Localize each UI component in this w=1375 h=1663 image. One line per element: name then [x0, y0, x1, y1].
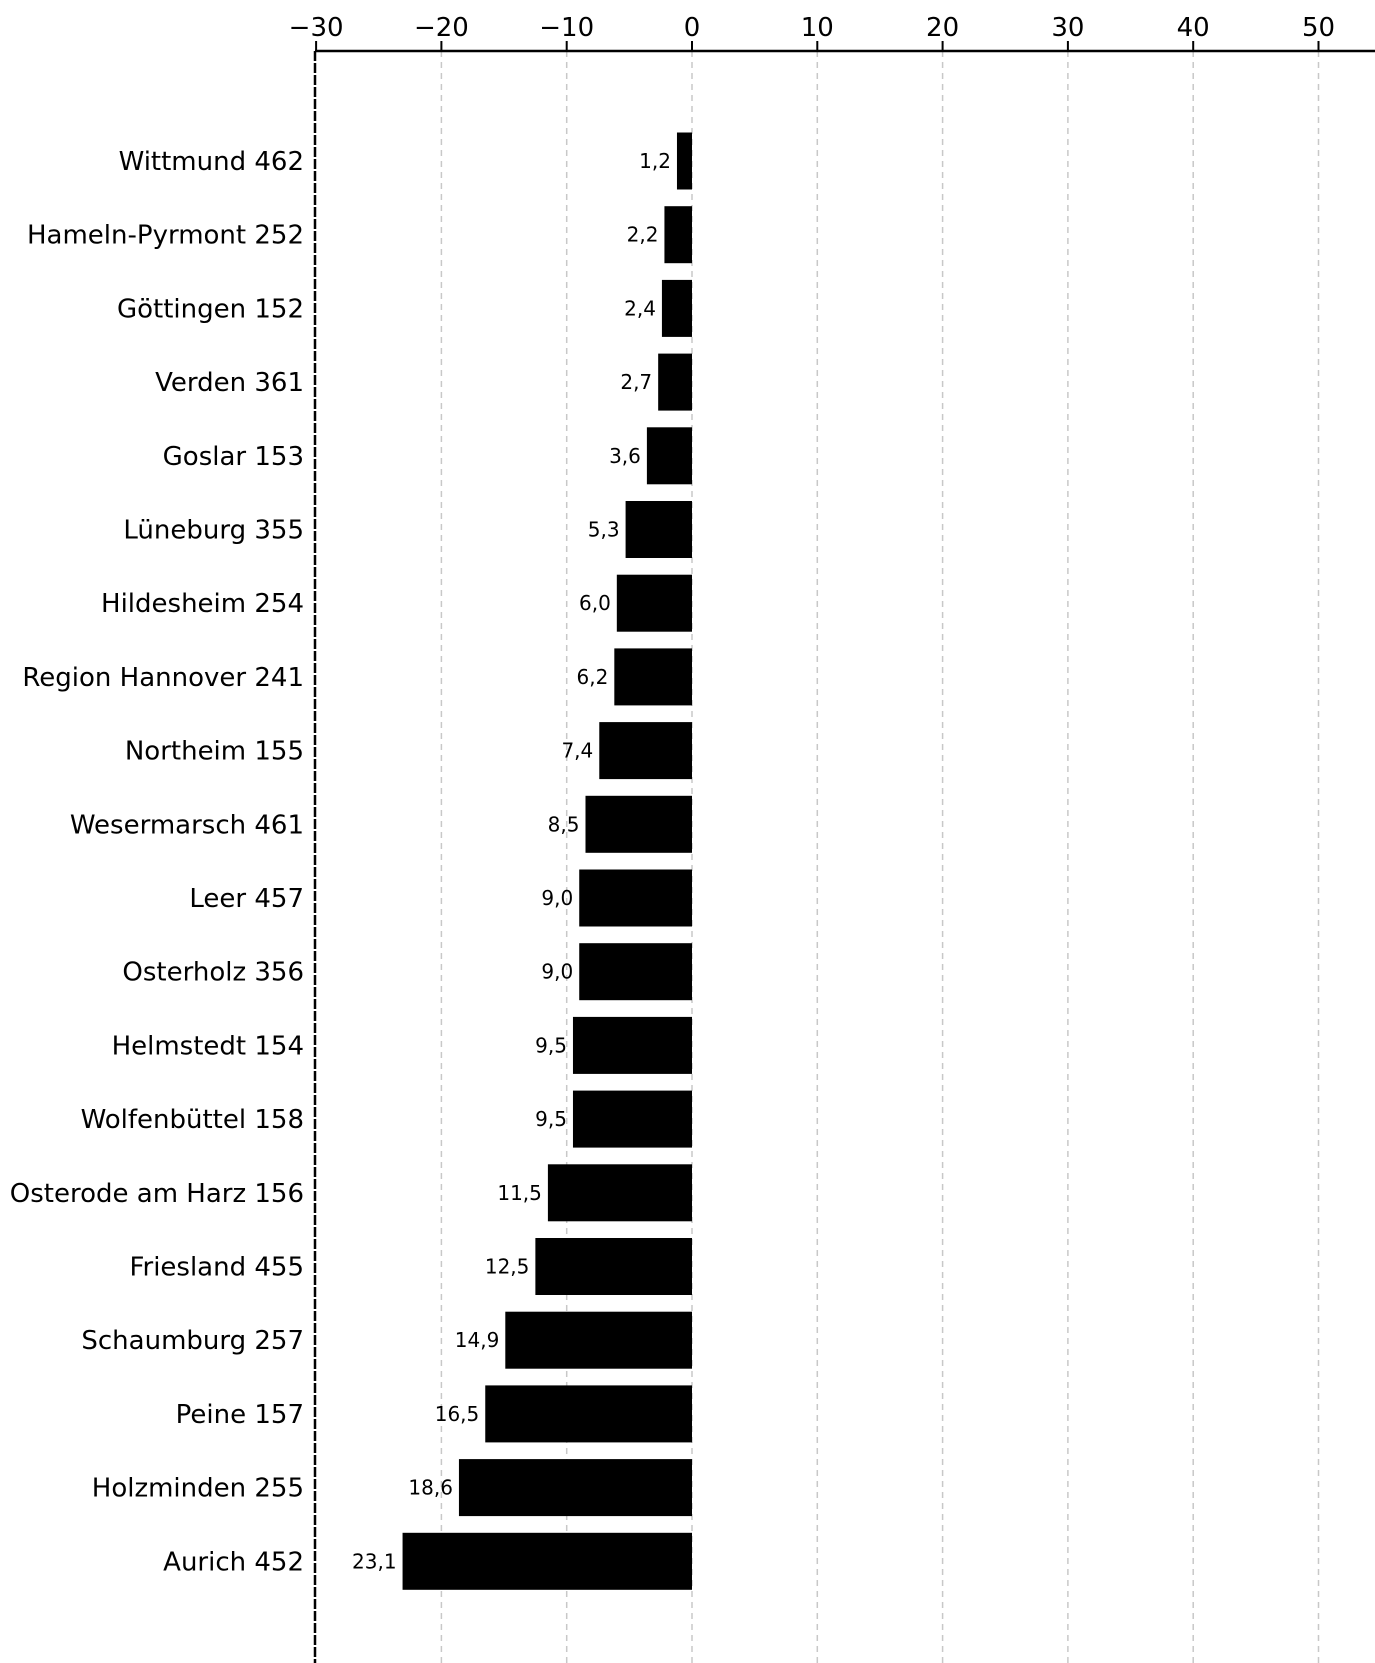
x-tick-label: −30: [289, 13, 344, 43]
bars: [402, 132, 692, 1590]
category-label: Friesland 455: [129, 1253, 304, 1283]
data-label: 7,4: [561, 739, 593, 763]
category-label: Osterode am Harz 156: [10, 1179, 304, 1209]
bar: [646, 427, 692, 485]
bar: [505, 1311, 692, 1369]
category-label: Göttingen 152: [117, 294, 304, 324]
data-label: 2,7: [620, 370, 652, 394]
data-label: 9,5: [535, 1107, 567, 1131]
data-label: 6,0: [579, 591, 611, 615]
x-tick-label: 10: [801, 13, 834, 43]
category-label: Hameln-Pyrmont 252: [27, 221, 304, 251]
bar: [661, 279, 692, 337]
x-tick-label: 30: [1051, 13, 1084, 43]
data-label: 14,9: [455, 1328, 500, 1352]
category-label: Aurich 452: [163, 1547, 304, 1577]
x-tick-label: 50: [1302, 13, 1335, 43]
category-label: Peine 157: [176, 1400, 304, 1430]
bar: [572, 1016, 692, 1074]
category-label: Northeim 155: [125, 737, 304, 767]
bar: [599, 722, 692, 780]
bar: [585, 795, 692, 853]
bar: [658, 353, 692, 411]
x-tick-label: 40: [1177, 13, 1210, 43]
data-label: 8,5: [548, 812, 580, 836]
data-label: 6,2: [577, 665, 609, 689]
bar: [676, 132, 692, 190]
category-label: Helmstedt 154: [112, 1031, 304, 1061]
data-label: 16,5: [435, 1402, 480, 1426]
category-label: Wittmund 462: [119, 147, 304, 177]
bar: [614, 648, 692, 706]
labels: 1,2 Wittmund 462 2,2 Hameln-Pyrmont 252 2,4 G…: [10, 147, 671, 1577]
data-label: 11,5: [497, 1181, 542, 1205]
bar: [547, 1164, 692, 1222]
data-label: 3,6: [609, 444, 641, 468]
category-label: Schaumburg 257: [81, 1326, 304, 1356]
bar: [664, 206, 692, 264]
data-label: 9,0: [541, 960, 573, 984]
bar: [458, 1459, 692, 1517]
category-label: Osterholz 356: [122, 958, 304, 988]
category-label: Hildesheim 254: [101, 589, 304, 619]
data-label: 18,6: [408, 1476, 453, 1500]
data-label: 2,4: [624, 296, 656, 320]
bar: [579, 943, 692, 1001]
bar: [535, 1238, 692, 1295]
data-label: 2,2: [627, 223, 659, 247]
x-tick-label: −20: [414, 13, 469, 43]
category-label: Wolfenbüttel 158: [81, 1105, 304, 1135]
x-tick-label: −10: [539, 13, 594, 43]
x-tick-label: 0: [684, 13, 701, 43]
data-label: 5,3: [588, 518, 620, 542]
data-label: 12,5: [485, 1255, 530, 1279]
bar: [572, 1090, 692, 1148]
data-label: 9,5: [535, 1033, 567, 1057]
data-label: 9,0: [541, 886, 573, 910]
category-label: Leer 457: [189, 884, 304, 914]
category-label: Goslar 153: [163, 442, 304, 472]
category-label: Region Hannover 241: [22, 663, 304, 693]
category-label: Verden 361: [155, 368, 304, 398]
category-label: Wesermarsch 461: [70, 810, 304, 840]
x-tick-label: 20: [926, 13, 959, 43]
category-label: Holzminden 255: [92, 1474, 304, 1504]
bar: [616, 574, 692, 632]
bar: [579, 869, 692, 927]
data-label: 1,2: [639, 149, 671, 173]
axes: −30 −20 −10 0 10 20 30 40 50: [289, 13, 1375, 1663]
category-label: Lüneburg 355: [123, 516, 304, 546]
bar: [485, 1385, 692, 1443]
data-label: 23,1: [352, 1549, 397, 1573]
bar: [625, 501, 692, 558]
bar: [402, 1532, 692, 1590]
